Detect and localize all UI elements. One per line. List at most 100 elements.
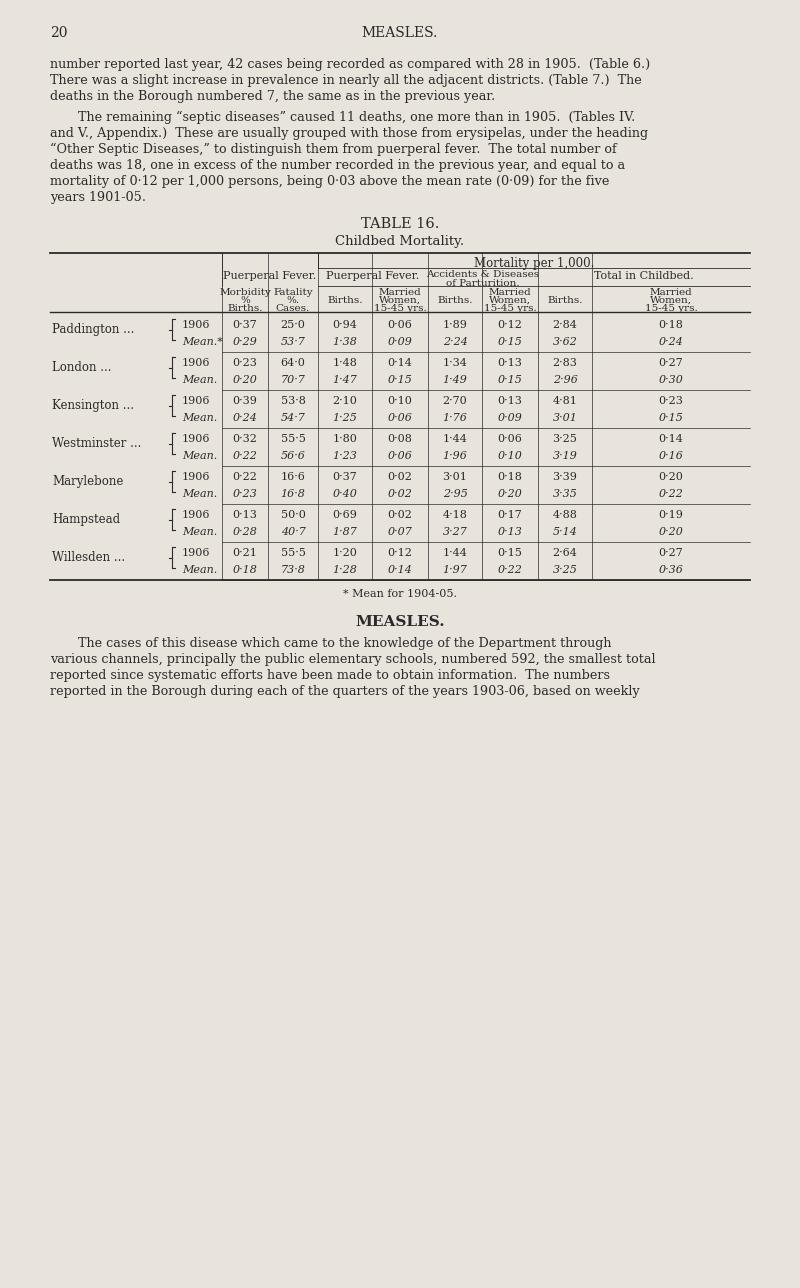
Text: 1·96: 1·96 — [442, 451, 467, 461]
Text: and V., Appendix.)  These are usually grouped with those from erysipelas, under : and V., Appendix.) These are usually gro… — [50, 128, 648, 140]
Text: 15-45 yrs.: 15-45 yrs. — [484, 304, 536, 313]
Text: 1906: 1906 — [182, 471, 210, 482]
Text: 0·28: 0·28 — [233, 527, 258, 537]
Text: 1·23: 1·23 — [333, 451, 358, 461]
Text: 0·14: 0·14 — [387, 358, 413, 368]
Text: Total in Childbed.: Total in Childbed. — [594, 270, 694, 281]
Text: 64·0: 64·0 — [281, 358, 306, 368]
Text: MEASLES.: MEASLES. — [362, 26, 438, 40]
Text: 1·20: 1·20 — [333, 547, 358, 558]
Text: * Mean for 1904-05.: * Mean for 1904-05. — [343, 589, 457, 599]
Text: Births.: Births. — [547, 296, 582, 305]
Text: years 1901-05.: years 1901-05. — [50, 191, 146, 204]
Text: 2·95: 2·95 — [442, 489, 467, 498]
Text: 0·39: 0·39 — [233, 395, 258, 406]
Text: 2·96: 2·96 — [553, 375, 578, 385]
Text: 0·10: 0·10 — [387, 395, 413, 406]
Text: 2·64: 2·64 — [553, 547, 578, 558]
Text: 1·48: 1·48 — [333, 358, 358, 368]
Text: 1·44: 1·44 — [442, 547, 467, 558]
Text: 1·25: 1·25 — [333, 413, 358, 422]
Text: 3·62: 3·62 — [553, 337, 578, 346]
Text: 0·19: 0·19 — [658, 510, 683, 520]
Text: 0·21: 0·21 — [233, 547, 258, 558]
Text: Paddington ...: Paddington ... — [52, 323, 134, 336]
Text: 1·87: 1·87 — [333, 527, 358, 537]
Text: 3·27: 3·27 — [442, 527, 467, 537]
Text: 0·15: 0·15 — [658, 413, 683, 422]
Text: 0·29: 0·29 — [233, 337, 258, 346]
Text: Kensington ...: Kensington ... — [52, 399, 134, 412]
Text: 0·22: 0·22 — [498, 565, 522, 574]
Text: number reported last year, 42 cases being recorded as compared with 28 in 1905. : number reported last year, 42 cases bein… — [50, 58, 650, 71]
Text: Births.: Births. — [227, 304, 262, 313]
Text: 0·15: 0·15 — [387, 375, 413, 385]
Text: London ...: London ... — [52, 361, 111, 374]
Text: Childbed Mortality.: Childbed Mortality. — [335, 234, 465, 249]
Text: Mean.: Mean. — [182, 489, 218, 498]
Text: 4·81: 4·81 — [553, 395, 578, 406]
Text: 0·22: 0·22 — [233, 451, 258, 461]
Text: 0·13: 0·13 — [498, 395, 522, 406]
Text: Accidents & Diseases: Accidents & Diseases — [426, 270, 539, 279]
Text: 0·02: 0·02 — [387, 489, 413, 498]
Text: 0·27: 0·27 — [658, 358, 683, 368]
Text: 2·10: 2·10 — [333, 395, 358, 406]
Text: 53·8: 53·8 — [281, 395, 306, 406]
Text: 1·89: 1·89 — [442, 319, 467, 330]
Text: 0·22: 0·22 — [233, 471, 258, 482]
Text: mortality of 0·12 per 1,000 persons, being 0·03 above the mean rate (0·09) for t: mortality of 0·12 per 1,000 persons, bei… — [50, 175, 610, 188]
Text: 53·7: 53·7 — [281, 337, 306, 346]
Text: 0·30: 0·30 — [658, 375, 683, 385]
Text: There was a slight increase in prevalence in nearly all the adjacent districts. : There was a slight increase in prevalenc… — [50, 73, 642, 88]
Text: 0·13: 0·13 — [498, 527, 522, 537]
Text: Mean.: Mean. — [182, 413, 218, 422]
Text: 0·08: 0·08 — [387, 434, 413, 444]
Text: 70·7: 70·7 — [281, 375, 306, 385]
Text: 15-45 yrs.: 15-45 yrs. — [374, 304, 426, 313]
Text: 0·69: 0·69 — [333, 510, 358, 520]
Text: reported in the Borough during each of the quarters of the years 1903-06, based : reported in the Borough during each of t… — [50, 685, 640, 698]
Text: Women,: Women, — [489, 296, 531, 305]
Text: Mean.: Mean. — [182, 451, 218, 461]
Text: 0·94: 0·94 — [333, 319, 358, 330]
Text: 1·34: 1·34 — [442, 358, 467, 368]
Text: 16·8: 16·8 — [281, 489, 306, 498]
Text: of Parturition.: of Parturition. — [446, 279, 520, 289]
Text: Marylebone: Marylebone — [52, 475, 123, 488]
Text: 0·07: 0·07 — [387, 527, 413, 537]
Text: TABLE 16.: TABLE 16. — [361, 216, 439, 231]
Text: 3·01: 3·01 — [553, 413, 578, 422]
Text: deaths was 18, one in excess of the number recorded in the previous year, and eq: deaths was 18, one in excess of the numb… — [50, 158, 625, 173]
Text: 1·76: 1·76 — [442, 413, 467, 422]
Text: 50·0: 50·0 — [281, 510, 306, 520]
Text: Fatality: Fatality — [273, 289, 313, 298]
Text: 0·18: 0·18 — [498, 471, 522, 482]
Text: 0·02: 0·02 — [387, 471, 413, 482]
Text: 4·18: 4·18 — [442, 510, 467, 520]
Text: 0·13: 0·13 — [498, 358, 522, 368]
Text: 0·06: 0·06 — [387, 319, 413, 330]
Text: 0·20: 0·20 — [658, 471, 683, 482]
Text: 1906: 1906 — [182, 434, 210, 444]
Text: 73·8: 73·8 — [281, 565, 306, 574]
Text: 0·14: 0·14 — [658, 434, 683, 444]
Text: Westminster ...: Westminster ... — [52, 437, 142, 450]
Text: reported since systematic efforts have been made to obtain information.  The num: reported since systematic efforts have b… — [50, 668, 610, 683]
Text: 5·14: 5·14 — [553, 527, 578, 537]
Text: 0·12: 0·12 — [498, 319, 522, 330]
Text: 0·36: 0·36 — [658, 565, 683, 574]
Text: %: % — [240, 296, 250, 305]
Text: 1906: 1906 — [182, 358, 210, 368]
Text: 20: 20 — [50, 26, 67, 40]
Text: 1906: 1906 — [182, 395, 210, 406]
Text: 0·23: 0·23 — [233, 489, 258, 498]
Text: MEASLES.: MEASLES. — [355, 614, 445, 629]
Text: 55·5: 55·5 — [281, 434, 306, 444]
Text: 0·14: 0·14 — [387, 565, 413, 574]
Text: 3·35: 3·35 — [553, 489, 578, 498]
Text: 0·09: 0·09 — [498, 413, 522, 422]
Text: 2·24: 2·24 — [442, 337, 467, 346]
Text: 3·19: 3·19 — [553, 451, 578, 461]
Text: The remaining “septic diseases” caused 11 deaths, one more than in 1905.  (Table: The remaining “septic diseases” caused 1… — [78, 111, 635, 124]
